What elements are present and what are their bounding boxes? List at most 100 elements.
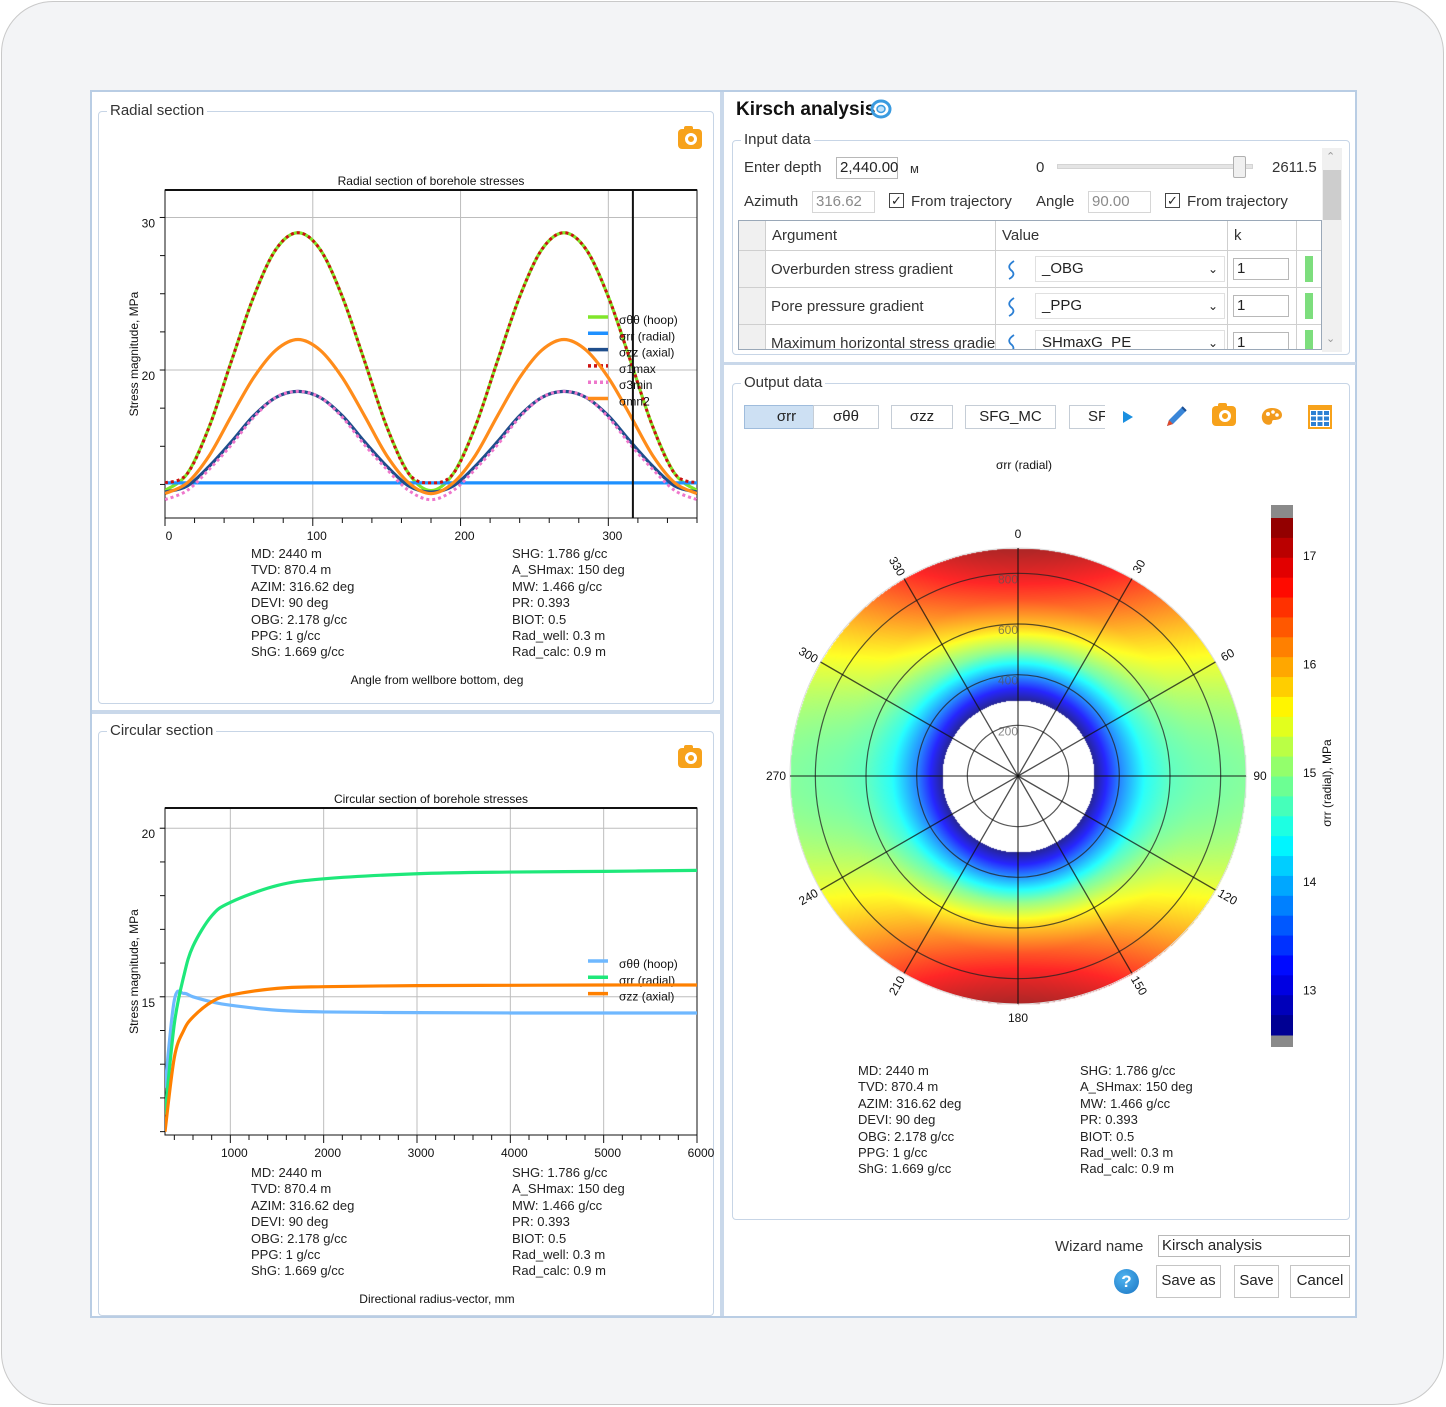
depth-slider-track[interactable] — [1057, 164, 1253, 169]
chevron-down-icon[interactable]: ⌄ — [1207, 336, 1218, 350]
radial-tick-label: 400 — [998, 674, 1018, 688]
depth-input[interactable]: 2,440.00 — [836, 157, 898, 179]
angle-from-trajectory-checkbox[interactable]: ✓ — [1165, 193, 1180, 208]
column-header-value[interactable]: Value — [996, 221, 1228, 250]
tab-sigma-zz[interactable]: σzz — [891, 405, 953, 429]
play-icon[interactable] — [1121, 409, 1135, 425]
k-input[interactable]: 1 — [1233, 295, 1289, 317]
right-splitter[interactable] — [724, 362, 1356, 365]
palette-icon[interactable] — [1260, 406, 1284, 428]
help-icon[interactable]: ? — [1114, 1269, 1139, 1294]
colorbar-segment — [1271, 955, 1293, 976]
x-tick-label: 2000 — [314, 1146, 341, 1160]
chevron-down-icon[interactable]: ⌄ — [1207, 262, 1218, 276]
series-line-1 — [165, 868, 697, 1115]
azimuth-input[interactable]: 316.62 — [812, 191, 875, 213]
azimuth-label: Azimuth — [744, 193, 799, 210]
colorbar-segment — [1271, 975, 1293, 996]
kirsch-wizard-icon — [870, 99, 892, 119]
k-input[interactable]: 1 — [1233, 332, 1289, 349]
chart-title: Radial section of borehole stresses — [338, 174, 525, 188]
colorbar-cap-top — [1271, 505, 1293, 518]
azimuth-from-trajectory-checkbox[interactable]: ✓ — [889, 193, 904, 208]
horizontal-splitter[interactable] — [92, 710, 720, 714]
legend-label: σmn2 — [619, 395, 650, 409]
camera-icon[interactable] — [1212, 403, 1236, 426]
angle-tick-label: 300 — [796, 644, 821, 666]
colorbar-tick-label: 14 — [1303, 875, 1317, 889]
chevron-down-icon[interactable]: ⌄ — [1207, 299, 1218, 313]
depth-label: Enter depth — [744, 159, 822, 176]
colorbar-segment — [1271, 696, 1293, 718]
colorbar-segment — [1271, 935, 1293, 956]
y-axis-label: Stress magnitude, MPa — [127, 291, 141, 416]
wavy-link-icon[interactable] — [1006, 259, 1018, 281]
info-line: MW: 1.466 g/cc — [512, 578, 603, 594]
colorbar-segment — [1271, 716, 1293, 738]
scroll-down-icon[interactable]: ⌄ — [1326, 333, 1336, 345]
angle-spoke — [903, 578, 1019, 777]
camera-icon[interactable] — [678, 126, 702, 149]
save-button[interactable]: Save — [1234, 1265, 1279, 1298]
vertical-splitter[interactable] — [720, 92, 724, 1316]
k-input[interactable]: 1 — [1233, 258, 1289, 280]
info-line: A_SHmax: 150 deg — [512, 562, 625, 578]
value-cell — [996, 251, 1228, 287]
tab-sfg-mc[interactable]: SFG_MC — [965, 405, 1056, 429]
depth-slider-thumb[interactable] — [1233, 156, 1247, 178]
scrollbar-thumb[interactable] — [1323, 170, 1341, 220]
angle-input[interactable]: 90.00 — [1088, 191, 1151, 213]
info-line: A_SHmax: 150 deg — [1080, 1079, 1193, 1095]
pencil-icon[interactable] — [1162, 403, 1190, 431]
help-label: ? — [1121, 1272, 1132, 1291]
camera-icon[interactable] — [678, 745, 702, 768]
circular-section-group: Circular section — [98, 722, 714, 1316]
cancel-button[interactable]: Cancel — [1290, 1265, 1350, 1298]
wavy-link-icon[interactable] — [1006, 333, 1018, 350]
colorbar-segment — [1271, 537, 1293, 559]
y-tick-label: 20 — [142, 369, 156, 383]
tab-sf[interactable]: SF — [1069, 405, 1105, 429]
column-header-argument[interactable]: Argument — [766, 221, 996, 250]
series-line-3 — [165, 231, 697, 485]
input-scrollbar[interactable]: ⌃ ⌄ — [1322, 148, 1342, 352]
colorbar-segment — [1271, 677, 1293, 698]
angle-spoke — [1017, 661, 1216, 777]
info-line: DEVI: 90 deg — [858, 1112, 936, 1128]
argument-cell: Pore pressure gradient — [766, 288, 996, 324]
info-line: ShG: 1.669 g/cc — [251, 1263, 345, 1279]
row-header[interactable] — [739, 325, 766, 349]
scroll-up-icon[interactable]: ⌃ — [1326, 151, 1336, 163]
table-row[interactable]: Overburden stress gradient _OBG ⌄ 1 — [739, 251, 1321, 288]
save-as-button[interactable]: Save as — [1156, 1265, 1221, 1298]
value-combobox[interactable]: _OBG ⌄ — [1035, 256, 1225, 282]
value-cell — [996, 325, 1228, 349]
table-row[interactable]: Maximum horizontal stress gradient SHmax… — [739, 325, 1321, 350]
angle-tick-label: 0 — [1015, 527, 1022, 541]
table-icon[interactable] — [1307, 404, 1333, 430]
arguments-table: Argument Value k Overburden stress gradi… — [738, 220, 1322, 350]
status-indicator — [1305, 256, 1313, 282]
tab-sigma-theta[interactable]: σθθ — [813, 405, 879, 429]
argument-cell: Overburden stress gradient — [766, 251, 996, 287]
value-combobox[interactable]: _PPG ⌄ — [1035, 293, 1225, 319]
combobox-value: SHmaxG_PE — [1042, 334, 1132, 350]
output-data-group: Output data — [732, 374, 1350, 1220]
plot-frame — [164, 807, 698, 1136]
value-combobox[interactable]: SHmaxG_PE ⌄ — [1035, 330, 1225, 350]
info-line: Rad_well: 0.3 m — [1080, 1145, 1174, 1161]
table-row[interactable]: Pore pressure gradient _PPG ⌄ 1 — [739, 288, 1321, 325]
row-header[interactable] — [739, 288, 766, 324]
radial-section-group: Radial section — [98, 102, 714, 704]
info-line: MD: 2440 m — [251, 546, 322, 561]
wizard-name-input[interactable]: Kirsch analysis — [1158, 1235, 1350, 1257]
row-header[interactable] — [739, 251, 766, 287]
column-header-k[interactable]: k — [1228, 221, 1297, 250]
info-line: PPG: 1 g/cc — [251, 1247, 321, 1263]
angle-spoke — [903, 775, 1019, 974]
wavy-link-icon[interactable] — [1006, 296, 1018, 318]
x-tick-label: 4000 — [501, 1146, 528, 1160]
y-axis-label: Stress magnitude, MPa — [127, 909, 141, 1034]
colorbar-segment — [1271, 557, 1293, 579]
x-axis-label: Directional radius-vector, mm — [359, 1292, 514, 1306]
